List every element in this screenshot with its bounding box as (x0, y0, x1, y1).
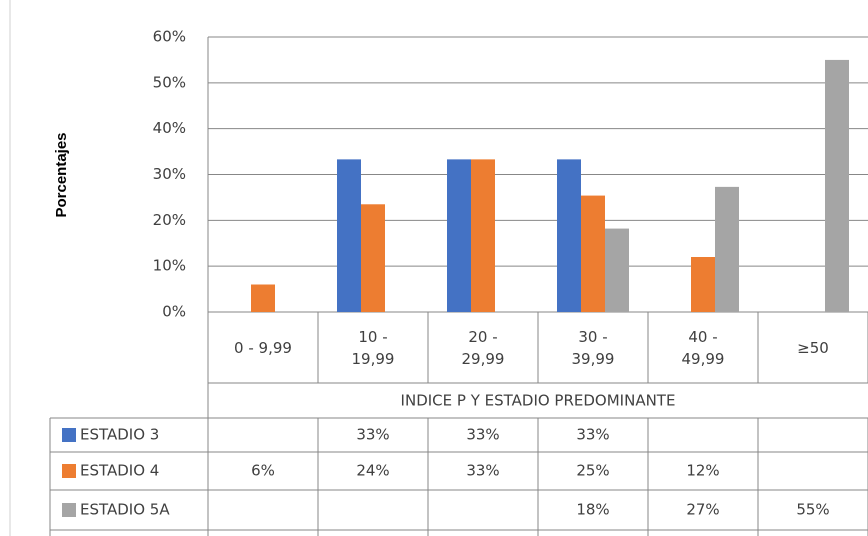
table-value: 12% (686, 462, 719, 480)
bar (471, 159, 495, 312)
y-tick-label: 40% (153, 119, 186, 137)
legend-label: ESTADIO 3 (80, 426, 159, 444)
table-value: 25% (576, 462, 609, 480)
y-tick-label: 30% (153, 165, 186, 183)
x-tick-label: ≥50 (797, 338, 829, 357)
x-category-cell: ≥50 (797, 338, 829, 357)
bar (447, 159, 471, 312)
table-value: 24% (356, 462, 389, 480)
bar (691, 257, 715, 312)
table-value: 33% (466, 462, 499, 480)
y-tick-label: 50% (153, 73, 186, 91)
y-axis-title: Porcentajes (53, 132, 70, 217)
legend-key (62, 503, 76, 517)
x-tick-label: 30 - 39,99 (571, 327, 615, 368)
y-tick-label: 60% (153, 28, 186, 46)
table-value: 18% (576, 501, 609, 519)
x-tick-label: 0 - 9,99 (234, 338, 292, 357)
legend-label: ESTADIO 4 (80, 462, 159, 480)
x-category-cell: 20 - 29,99 (461, 327, 505, 368)
bar (581, 195, 605, 312)
table-value: 27% (686, 501, 719, 519)
table-value: 33% (356, 426, 389, 444)
bar (825, 59, 849, 312)
x-tick-label: 40 - 49,99 (681, 327, 725, 368)
bar (337, 159, 361, 312)
bar (361, 204, 385, 312)
y-tick-label: 0% (162, 303, 186, 321)
bar (557, 159, 581, 312)
legend-label: ESTADIO 5A (80, 501, 170, 519)
x-category-cell: 40 - 49,99 (681, 327, 725, 368)
x-tick-label: 20 - 29,99 (461, 327, 505, 368)
x-category-cell: 30 - 39,99 (571, 327, 615, 368)
legend-key (62, 428, 76, 442)
x-category-cell: 10 - 19,99 (351, 327, 395, 368)
table-value: 33% (576, 426, 609, 444)
legend-key (62, 464, 76, 478)
table-value: 55% (796, 501, 829, 519)
x-axis-title: INDICE P Y ESTADIO PREDOMINANTE (401, 392, 676, 410)
x-tick-label: 10 - 19,99 (351, 327, 395, 368)
bar (715, 186, 739, 312)
y-tick-label: 20% (153, 211, 186, 229)
table-value: 33% (466, 426, 499, 444)
bar (251, 284, 275, 312)
table-value: 6% (251, 462, 275, 480)
bar (605, 228, 629, 312)
x-category-cell: 0 - 9,99 (234, 338, 292, 357)
y-tick-label: 10% (153, 257, 186, 275)
